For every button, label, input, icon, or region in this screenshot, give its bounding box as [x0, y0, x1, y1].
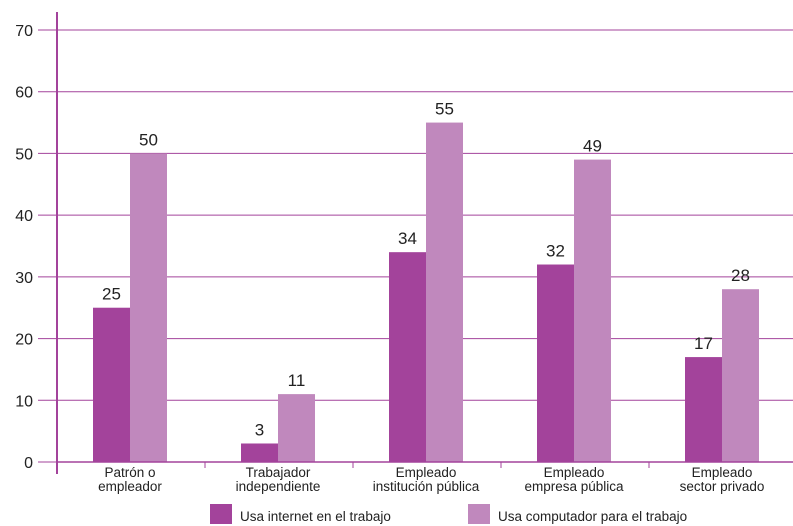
x-category-label: Empleado sector privado	[680, 465, 765, 494]
y-tick-label: 50	[15, 146, 33, 163]
legend: Usa internet en el trabajo Usa computador…	[210, 504, 687, 524]
x-category-label: Patrón o empleador	[98, 465, 162, 494]
data-label: 3	[255, 420, 264, 439]
data-label: 11	[288, 371, 306, 390]
x-category-label: Trabajador independiente	[236, 465, 321, 494]
bar-internet	[93, 307, 130, 462]
bar-computador	[130, 153, 167, 462]
data-label: 50	[139, 130, 158, 149]
bar-internet	[389, 252, 426, 462]
y-tick-label: 30	[15, 270, 33, 287]
legend-label: Usa internet en el trabajo	[240, 509, 391, 524]
bar-internet	[685, 357, 722, 462]
data-label: 34	[398, 229, 417, 248]
y-tick-label: 40	[15, 208, 33, 225]
y-tick-label: 70	[15, 23, 33, 40]
bar-computador	[722, 289, 759, 462]
bar-internet	[537, 264, 574, 462]
y-tick-label: 60	[15, 85, 33, 102]
x-category-label: Empleado empresa pública	[524, 465, 624, 494]
data-label: 32	[546, 242, 565, 261]
y-tick-label: 0	[24, 455, 33, 472]
data-label: 49	[583, 137, 602, 156]
legend-swatch	[468, 504, 490, 524]
x-axis: Patrón o empleador Trabajador independiente…	[56, 461, 793, 494]
bar-computador	[278, 394, 315, 462]
bars: 25 50 3 11 34 55 32 49 17 28	[93, 100, 759, 463]
bar-computador	[574, 159, 611, 462]
data-label: 28	[731, 266, 750, 285]
y-axis: 0 10 20 30 40 50 60 70	[15, 12, 58, 474]
y-tick-label: 20	[15, 332, 33, 349]
bar-computador	[426, 122, 463, 463]
legend-swatch	[210, 504, 232, 524]
bar-internet	[241, 443, 278, 462]
data-label: 25	[102, 285, 121, 304]
data-label: 17	[694, 334, 713, 353]
data-label: 55	[435, 100, 454, 119]
x-category-label: Empleado institución pública	[373, 465, 480, 494]
legend-label: Usa computador para el trabajo	[498, 509, 687, 524]
y-tick-label: 10	[15, 393, 33, 410]
